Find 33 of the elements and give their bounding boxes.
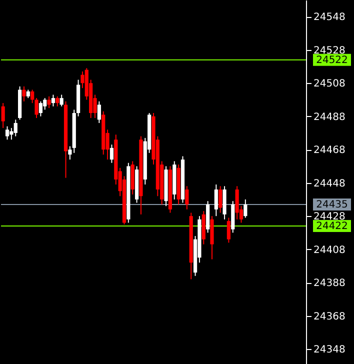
candlestick <box>226 217 231 244</box>
candlestick <box>110 144 114 164</box>
candlestick <box>1 102 5 128</box>
candlestick <box>68 146 72 160</box>
candlestick <box>60 94 64 107</box>
candlestick <box>97 100 101 124</box>
y-tick-label: 24448 <box>314 178 346 190</box>
candlestick <box>56 96 60 107</box>
ref-line-label: 24422 <box>316 221 348 232</box>
candlestick <box>5 126 10 140</box>
y-tick-label: 24548 <box>314 12 346 24</box>
y-tick-label: 24368 <box>314 311 346 322</box>
ref-line-label: 24435 <box>316 199 348 210</box>
candlestick <box>38 100 42 117</box>
candlestick <box>51 94 56 107</box>
y-tick-label: 24408 <box>314 244 346 256</box>
candlestick <box>22 86 26 102</box>
ref-line-label: 24522 <box>316 54 348 66</box>
y-tick-label: 24348 <box>314 344 346 356</box>
y-tick-label: 24488 <box>314 112 346 123</box>
candlestick <box>43 98 47 110</box>
candlestick <box>14 119 18 137</box>
candlestick <box>235 186 239 220</box>
y-tick-label: 24388 <box>314 278 346 290</box>
candlestick <box>214 184 218 217</box>
candlestick <box>47 96 51 109</box>
y-tick-label: 24508 <box>314 78 346 90</box>
candlestick <box>218 186 222 214</box>
y-tick-label: 24468 <box>314 145 346 156</box>
y-tick-label: 24428 <box>314 212 346 223</box>
candlestick <box>244 198 248 218</box>
y-tick-label: 24528 <box>314 45 346 56</box>
candlestick <box>185 186 189 210</box>
